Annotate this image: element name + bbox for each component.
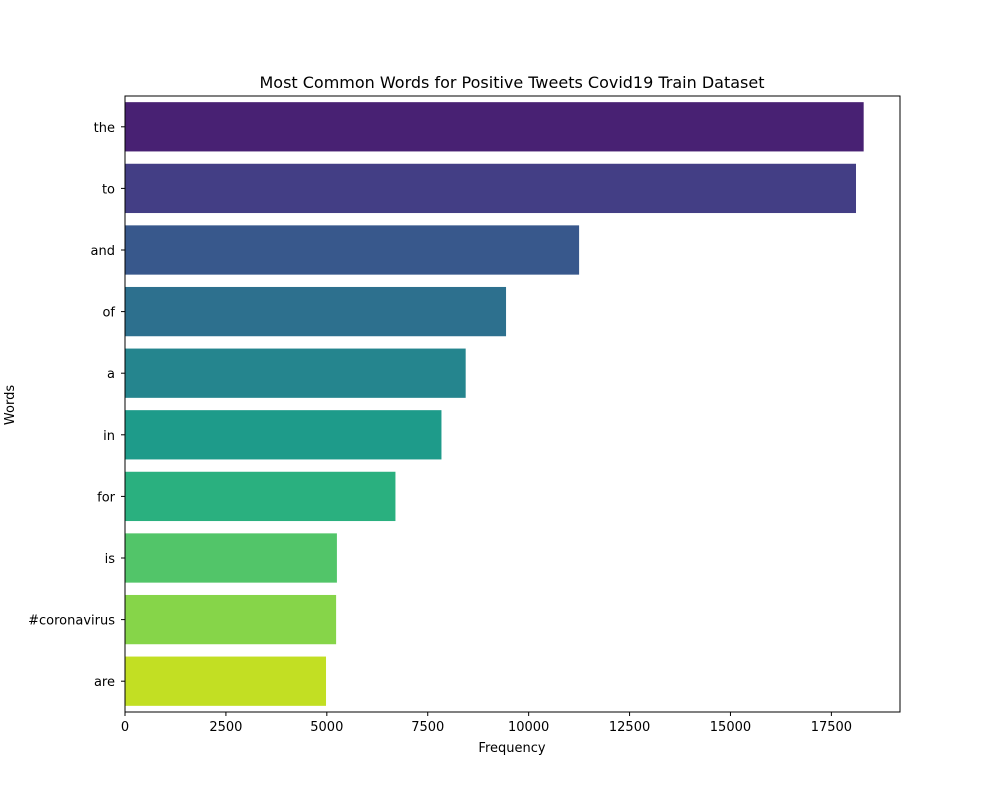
- y-axis-ticks: the to and of a in for is #coronavirus are: [28, 121, 125, 690]
- y-tick-label: of: [102, 306, 115, 321]
- x-axis-ticks: 0 2500 5000 7500 10000 12500 15000 17500: [121, 712, 852, 735]
- bar-7: [125, 533, 337, 583]
- bar-1: [125, 163, 857, 214]
- x-axis-label: Frequency: [478, 741, 545, 756]
- bars-group: [125, 102, 864, 706]
- x-tick-label: 7500: [411, 720, 444, 735]
- x-tick-label: 17500: [811, 720, 852, 735]
- chart-title: Most Common Words for Positive Tweets Co…: [259, 73, 764, 92]
- y-tick-label: are: [94, 675, 115, 690]
- x-tick-label: 2500: [209, 720, 242, 735]
- bar-4: [125, 348, 466, 398]
- plot-frame: [124, 95, 901, 713]
- x-tick-label: 15000: [710, 720, 751, 735]
- bar-2: [125, 225, 580, 275]
- y-tick-label: #coronavirus: [28, 614, 115, 629]
- bar-9: [125, 656, 327, 706]
- y-tick-label: for: [97, 490, 116, 505]
- x-tick-label: 12500: [609, 720, 650, 735]
- y-axis-label: Words: [3, 385, 18, 425]
- y-tick-label: to: [102, 182, 115, 197]
- y-tick-label: a: [107, 367, 115, 382]
- y-tick-label: and: [91, 244, 115, 259]
- y-tick-label: in: [103, 429, 115, 444]
- y-tick-label: the: [94, 121, 115, 136]
- x-tick-label: 5000: [310, 720, 343, 735]
- x-tick-label: 10000: [508, 720, 549, 735]
- bar-0: [125, 102, 864, 152]
- bar-5: [125, 410, 442, 460]
- x-tick-label: 0: [121, 720, 129, 735]
- bar-6: [125, 471, 396, 522]
- bar-3: [125, 286, 507, 337]
- y-tick-label: is: [105, 552, 116, 567]
- bar-8: [125, 594, 337, 645]
